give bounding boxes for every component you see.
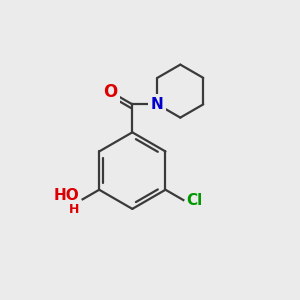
Text: Cl: Cl [186, 193, 203, 208]
Text: HO: HO [54, 188, 80, 203]
Text: H: H [69, 203, 80, 216]
Text: N: N [151, 97, 164, 112]
Text: O: O [103, 83, 118, 101]
